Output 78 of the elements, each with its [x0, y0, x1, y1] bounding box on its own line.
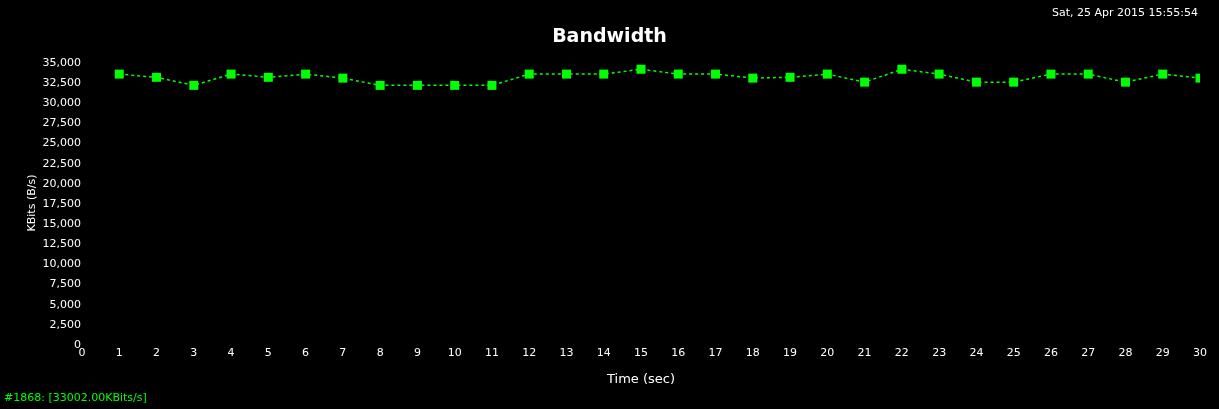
x-tick-label: 1	[115, 346, 123, 359]
x-tick-label: 5	[264, 346, 272, 359]
point	[1009, 77, 1019, 87]
point	[599, 69, 609, 79]
point	[673, 69, 683, 79]
point	[524, 69, 534, 79]
x-tick-label: 4	[227, 346, 235, 359]
point	[561, 69, 571, 79]
x-tick-label: 8	[376, 346, 384, 359]
point	[711, 69, 721, 79]
x-tick-label: 25	[1006, 346, 1021, 359]
x-tick-label: 6	[302, 346, 310, 359]
point	[263, 72, 273, 82]
point	[375, 80, 385, 90]
point	[822, 69, 832, 79]
y-tick-label: 2,500	[49, 317, 81, 331]
x-tick-label: 23	[932, 346, 947, 359]
point	[114, 69, 124, 79]
y-axis-title: KBits (B/s)	[25, 174, 39, 232]
point	[412, 80, 422, 90]
point	[748, 73, 758, 83]
x-tick-label: 3	[190, 346, 198, 359]
y-tick-label: 15,000	[42, 216, 81, 230]
x-tick-label: 24	[969, 346, 984, 359]
x-tick-label: 27	[1081, 346, 1096, 359]
point	[226, 69, 236, 79]
x-tick-label: 18	[745, 346, 760, 359]
point	[1046, 69, 1056, 79]
x-axis-title: Time (sec)	[605, 370, 676, 386]
y-tick-label: 12,500	[42, 237, 81, 251]
x-tick-label: 11	[484, 346, 499, 359]
x-tick-label: 29	[1155, 346, 1170, 359]
text: Sat, 25 Apr 2015 15:55:54	[1052, 6, 1198, 19]
point	[1120, 77, 1130, 87]
point	[487, 80, 497, 90]
point	[338, 73, 348, 83]
point	[897, 64, 907, 74]
y-tick-label: 35,000	[42, 55, 81, 69]
x-tick-label: 30	[1193, 346, 1207, 359]
x-tick-label: 10	[447, 346, 462, 359]
y-tick-label: 27,500	[42, 116, 81, 130]
y-tick-label: 25,000	[42, 136, 81, 150]
point	[450, 80, 460, 90]
y-tick-label: 17,500	[42, 196, 81, 210]
point	[971, 77, 981, 87]
point	[189, 80, 199, 90]
y-tick-label: 20,000	[42, 176, 81, 190]
point	[301, 69, 311, 79]
x-tick-label: 21	[857, 346, 872, 359]
x-tick-label: 2	[153, 346, 161, 359]
x-tick-label: 7	[339, 346, 347, 359]
x-tick-label: 15	[634, 346, 648, 359]
y-tick-label: 10,000	[42, 257, 81, 271]
point	[934, 69, 944, 79]
x-tick-label: 9	[413, 346, 421, 359]
x-tick-label: 19	[783, 346, 798, 359]
y-tick-label: 5,000	[49, 297, 81, 311]
y-tick-label: 7,500	[49, 277, 81, 291]
chart-title: Bandwidth	[552, 23, 667, 46]
point	[636, 64, 646, 74]
point	[785, 72, 795, 82]
x-tick-label: 26	[1043, 346, 1058, 359]
point	[860, 77, 870, 87]
point	[1083, 69, 1093, 79]
text: #1868: [33002.00KBits/s]	[4, 391, 147, 404]
point	[152, 72, 162, 82]
x-tick-label: 17	[708, 346, 723, 359]
y-tick-label: 22,500	[42, 156, 81, 170]
y-tick-label: 30,000	[42, 96, 81, 110]
x-tick-label: 20	[820, 346, 835, 359]
y-tick-label: 32,500	[42, 75, 81, 89]
point	[1158, 69, 1168, 79]
x-tick-label: 12	[522, 346, 537, 359]
x-tick-label: 28	[1118, 346, 1133, 359]
x-tick-label: 14	[596, 346, 611, 359]
x-tick-label: 16	[671, 346, 686, 359]
x-tick-label: 22	[894, 346, 909, 359]
x-tick-label: 13	[559, 346, 574, 359]
